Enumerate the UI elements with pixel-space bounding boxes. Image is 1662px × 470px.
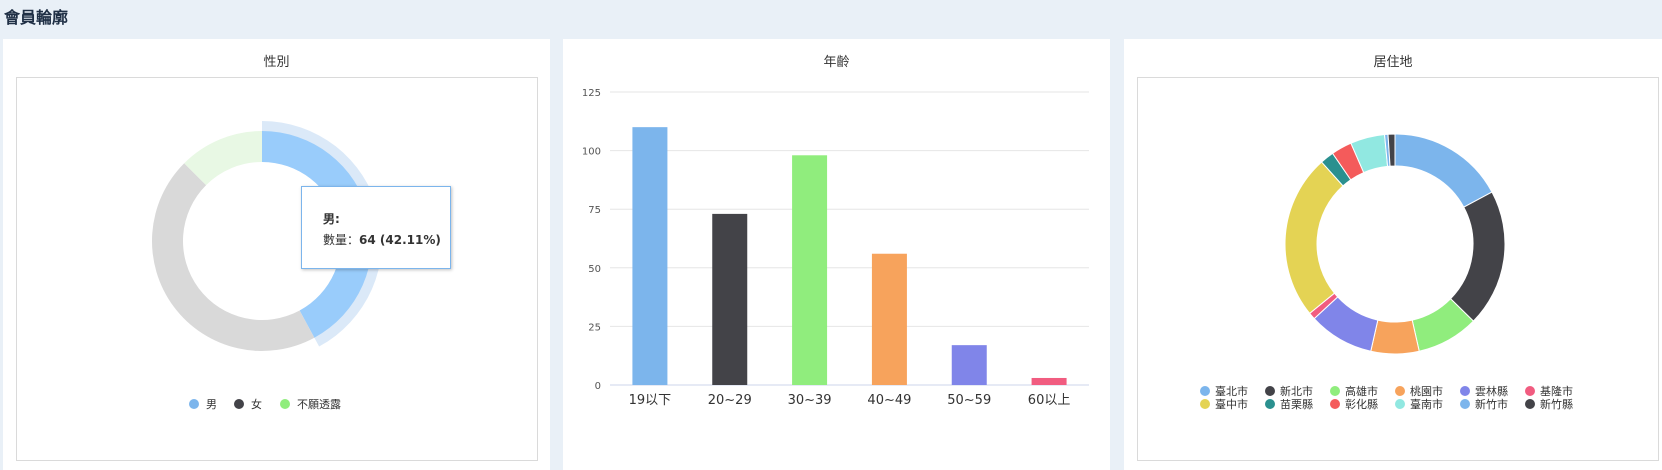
- age-ytick-label-2: 50: [588, 264, 601, 275]
- residence-legend-marker-11: [1525, 399, 1535, 409]
- gender-chart-box: 男 女 不願透露 男: 數量：64 (42.11%): [16, 77, 538, 461]
- gender-chart-title: 性別: [263, 55, 290, 70]
- tooltip-count-value: 64 (42.11%): [359, 233, 441, 247]
- residence-legend-label-0: 臺北市: [1215, 384, 1248, 398]
- residence-legend-marker-6: [1200, 399, 1210, 409]
- residence-legend-label-11: 新竹縣: [1540, 397, 1573, 411]
- residence-slice-11[interactable]: [1387, 133, 1396, 167]
- residence-legend-item-7[interactable]: 苗栗縣: [1265, 398, 1313, 411]
- residence-legend-item-1[interactable]: 新北市: [1265, 384, 1313, 398]
- residence-legend-label-4: 雲林縣: [1475, 384, 1508, 398]
- residence-legend-label-7: 苗栗縣: [1280, 398, 1313, 411]
- residence-legend-marker-7: [1265, 399, 1275, 409]
- age-ytick-label-4: 100: [582, 147, 601, 158]
- age-bar-5[interactable]: [1031, 377, 1067, 385]
- gender-tooltip: 男: 數量：64 (42.11%): [301, 186, 451, 269]
- residence-legend-marker-1: [1265, 386, 1275, 396]
- age-ytick-label-5: 125: [582, 88, 601, 99]
- residence-panel: 居住地 臺北市 新北市 高雄市 桃園市 雲林縣 基隆市臺中市 苗栗縣 彰化縣 臺南市 新竹市 新竹縣: [1124, 39, 1662, 470]
- age-bar-3[interactable]: [871, 253, 907, 385]
- residence-legend-label-10: 新竹市: [1475, 397, 1508, 411]
- residence-chart-title: 居住地: [1373, 55, 1413, 70]
- gender-legend-label-1: 女: [251, 397, 262, 411]
- residence-legend-marker-2: [1330, 386, 1340, 396]
- age-bar-chart: 0 25 50 75 100 125 19以下 20~29 30~39 40~49 50~59 60以…: [582, 88, 1089, 408]
- gender-panel: 性別 男 女 不願透露 男: 數量：64 (42.11%): [3, 39, 550, 470]
- residence-legend-item-6[interactable]: 臺中市: [1200, 397, 1248, 411]
- residence-legend-marker-10: [1460, 399, 1470, 409]
- gender-legend-item-1[interactable]: 女: [234, 397, 262, 411]
- residence-legend-item-9[interactable]: 臺南市: [1395, 397, 1443, 411]
- residence-legend-item-11[interactable]: 新竹縣: [1525, 397, 1573, 411]
- residence-slice-0[interactable]: [1394, 133, 1493, 208]
- age-panel: 年齡 0 25 50 75 100 125 19以下 20~29 30~39 40~49 50~59…: [563, 39, 1110, 470]
- age-ytick-label-3: 75: [588, 205, 601, 216]
- residence-legend-label-5: 基隆市: [1540, 384, 1573, 398]
- age-category-label-0: 19以下: [629, 393, 672, 408]
- residence-legend-marker-9: [1395, 399, 1405, 409]
- residence-legend-label-3: 桃園市: [1410, 384, 1443, 398]
- residence-legend-label-1: 新北市: [1280, 384, 1313, 398]
- residence-legend-item-2[interactable]: 高雄市: [1330, 384, 1378, 398]
- gender-slice-2[interactable]: [184, 131, 262, 186]
- residence-legend-marker-4: [1460, 386, 1470, 396]
- gender-legend-item-0[interactable]: 男: [189, 398, 217, 411]
- age-bar-0[interactable]: [632, 127, 668, 385]
- residence-slice-6[interactable]: [1284, 161, 1344, 315]
- age-bar-1[interactable]: [712, 213, 748, 385]
- residence-legend-item-8[interactable]: 彰化縣: [1330, 397, 1378, 411]
- age-ytick-label-0: 0: [595, 381, 601, 392]
- tooltip-series-label: 男:: [323, 212, 340, 226]
- age-category-label-4: 50~59: [947, 393, 991, 408]
- gender-slice-0[interactable]: [262, 131, 372, 338]
- gender-legend-marker-1: [234, 399, 244, 409]
- residence-legend-item-0[interactable]: 臺北市: [1200, 384, 1248, 398]
- tooltip-count-label: 數量：: [323, 233, 360, 247]
- gender-legend-label-0: 男: [206, 398, 217, 411]
- gender-slice-1[interactable]: [151, 163, 315, 352]
- age-category-label-2: 30~39: [788, 393, 832, 408]
- residence-legend-marker-8: [1330, 399, 1340, 409]
- residence-slice-3[interactable]: [1370, 319, 1420, 355]
- residence-slice-1[interactable]: [1449, 191, 1506, 322]
- gender-legend-marker-2: [280, 399, 290, 409]
- page-title: 會員輪廓: [4, 8, 69, 27]
- age-bar-4[interactable]: [951, 345, 987, 385]
- gender-legend-marker-0: [189, 399, 199, 409]
- age-category-label-5: 60以上: [1028, 393, 1071, 408]
- residence-legend-label-8: 彰化縣: [1345, 397, 1378, 411]
- residence-legend-label-9: 臺南市: [1410, 397, 1443, 411]
- age-ytick-label-1: 25: [588, 322, 601, 333]
- residence-chart-box: 臺北市 新北市 高雄市 桃園市 雲林縣 基隆市臺中市 苗栗縣 彰化縣 臺南市 新竹市 新竹縣: [1137, 77, 1659, 461]
- residence-legend-item-5[interactable]: 基隆市: [1525, 384, 1573, 398]
- gender-slice-halo: [262, 121, 383, 347]
- residence-legend-marker-3: [1395, 386, 1405, 396]
- residence-legend-marker-0: [1200, 386, 1210, 396]
- gender-donut-chart: 男 女 不願透露: [151, 121, 383, 411]
- gender-legend-item-2[interactable]: 不願透露: [280, 398, 341, 411]
- residence-legend-label-6: 臺中市: [1215, 397, 1248, 411]
- residence-legend-label-2: 高雄市: [1345, 384, 1378, 398]
- residence-legend-item-3[interactable]: 桃園市: [1395, 384, 1443, 398]
- age-category-label-3: 40~49: [867, 393, 911, 408]
- gender-legend-label-2: 不願透露: [297, 398, 341, 411]
- age-bar-2[interactable]: [792, 155, 828, 385]
- age-category-label-1: 20~29: [708, 393, 752, 408]
- residence-legend-item-4[interactable]: 雲林縣: [1460, 384, 1508, 398]
- residence-legend-marker-5: [1525, 386, 1535, 396]
- age-chart-title: 年齡: [823, 55, 850, 70]
- residence-legend-item-10[interactable]: 新竹市: [1460, 397, 1508, 411]
